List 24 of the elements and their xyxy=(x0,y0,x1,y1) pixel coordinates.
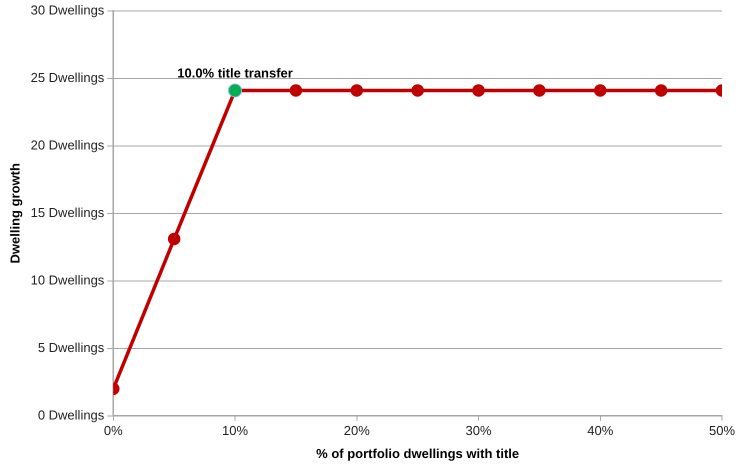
y-tick-label: 5 Dwellings xyxy=(38,340,105,355)
x-tick-label: 50% xyxy=(708,423,736,438)
y-tick-label: 10 Dwellings xyxy=(30,272,105,288)
point xyxy=(411,84,424,97)
point xyxy=(350,84,364,97)
point xyxy=(533,84,546,97)
x-tick-label: 10% xyxy=(222,423,248,438)
point xyxy=(594,84,607,97)
point xyxy=(168,232,180,246)
x-tick-label: 20% xyxy=(344,423,370,438)
point xyxy=(472,84,485,97)
y-tick-label: 15 Dwellings xyxy=(30,204,105,220)
y-tick-label: 0 Dwellings xyxy=(38,407,105,422)
y-axis-title: Dwelling growth xyxy=(7,163,22,264)
y-tick-label: 25 Dwellings xyxy=(30,70,105,85)
point xyxy=(290,84,302,97)
point xyxy=(654,84,668,97)
y-tick-label: 20 Dwellings xyxy=(30,137,105,152)
x-tick-label: 40% xyxy=(587,423,614,438)
x-tick-label: 30% xyxy=(466,423,492,438)
x-tick-label: 0% xyxy=(104,423,124,438)
x-axis-title: % of portfolio dwellings with title xyxy=(316,446,520,461)
y-tick-label: 30 Dwellings xyxy=(30,2,105,18)
annotation: 10.0% title transfer xyxy=(177,66,293,81)
